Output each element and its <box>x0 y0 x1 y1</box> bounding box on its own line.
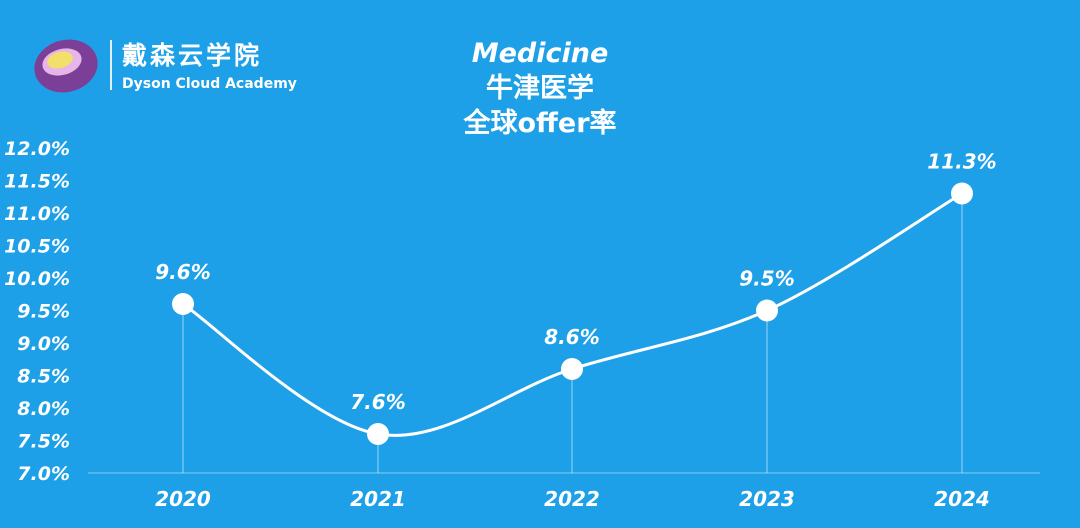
x-tick-label: 2022 <box>544 487 600 511</box>
y-tick-label: 11.5% <box>4 171 70 193</box>
logo-icon <box>34 39 98 93</box>
x-tick-label: 2023 <box>739 487 795 511</box>
logo-name-cn: 戴森云学院 <box>122 41 263 70</box>
y-tick-label: 7.5% <box>17 431 70 453</box>
x-tick-label: 2020 <box>155 487 211 511</box>
y-tick-label: 9.0% <box>17 333 70 355</box>
y-tick-label: 11.0% <box>4 203 70 225</box>
title-line-2: 牛津医学 <box>486 73 594 104</box>
data-point <box>756 299 778 322</box>
data-label: 7.6% <box>350 390 405 414</box>
y-tick-label: 12.0% <box>4 138 70 160</box>
logo: 戴森云学院 Dyson Cloud Academy <box>30 30 310 100</box>
data-point <box>951 182 973 205</box>
data-point <box>367 423 389 445</box>
title-line-3: 全球offer率 <box>463 108 617 139</box>
data-label: 11.3% <box>927 150 996 174</box>
y-tick-label: 9.5% <box>17 301 70 323</box>
y-tick-label: 10.5% <box>4 236 70 258</box>
logo-divider <box>110 40 112 90</box>
y-tick-label: 8.0% <box>17 398 70 420</box>
chart-title: Medicine 牛津医学 全球offer率 <box>0 36 1080 141</box>
data-label: 9.5% <box>739 267 794 291</box>
y-tick-label: 7.0% <box>17 463 70 485</box>
title-line-1: Medicine <box>471 38 609 69</box>
x-tick-label: 2021 <box>350 487 406 511</box>
logo-name-en: Dyson Cloud Academy <box>122 76 297 92</box>
data-point <box>561 358 583 380</box>
data-point <box>172 293 194 315</box>
y-tick-label: 10.0% <box>4 268 70 290</box>
y-tick-label: 8.5% <box>17 366 70 388</box>
data-label: 8.6% <box>544 325 599 349</box>
data-label: 9.6% <box>155 260 210 284</box>
x-tick-label: 2024 <box>934 487 990 511</box>
